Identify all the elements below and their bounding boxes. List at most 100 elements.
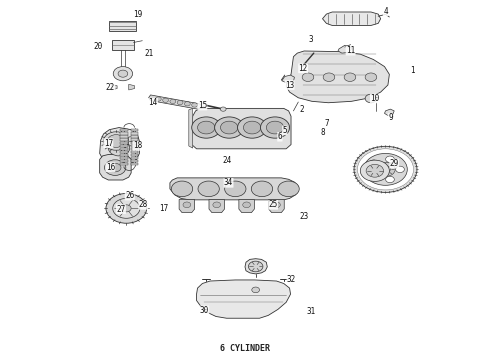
Circle shape xyxy=(381,166,391,173)
Circle shape xyxy=(251,181,272,197)
Polygon shape xyxy=(239,199,254,213)
Circle shape xyxy=(215,117,244,138)
Text: 12: 12 xyxy=(298,64,308,73)
Text: 26: 26 xyxy=(125,191,134,200)
Circle shape xyxy=(177,100,183,105)
Circle shape xyxy=(376,162,395,176)
Bar xyxy=(120,132,128,135)
Circle shape xyxy=(386,156,394,162)
Text: 5: 5 xyxy=(282,126,287,135)
Circle shape xyxy=(272,202,280,208)
Bar xyxy=(120,163,128,165)
Circle shape xyxy=(248,261,263,272)
Polygon shape xyxy=(322,12,381,26)
Text: 3: 3 xyxy=(308,36,313,45)
Circle shape xyxy=(198,181,220,197)
Circle shape xyxy=(113,198,140,218)
Text: 19: 19 xyxy=(133,10,142,19)
Bar xyxy=(120,139,128,141)
Text: 17: 17 xyxy=(104,139,113,148)
Circle shape xyxy=(155,97,161,101)
Circle shape xyxy=(106,193,147,223)
Polygon shape xyxy=(385,109,394,116)
Text: 13: 13 xyxy=(285,81,294,90)
Polygon shape xyxy=(112,40,134,50)
Circle shape xyxy=(170,99,176,104)
Circle shape xyxy=(369,172,378,179)
Polygon shape xyxy=(148,95,202,109)
Text: 18: 18 xyxy=(133,141,142,150)
Circle shape xyxy=(192,117,221,138)
Bar xyxy=(120,160,128,162)
Circle shape xyxy=(201,103,207,107)
Bar xyxy=(131,141,138,144)
Bar xyxy=(131,151,138,153)
Text: 32: 32 xyxy=(287,275,296,284)
Text: 4: 4 xyxy=(383,7,388,16)
Circle shape xyxy=(109,163,121,172)
Bar xyxy=(131,157,138,159)
Text: 15: 15 xyxy=(198,101,207,110)
Text: 10: 10 xyxy=(370,94,379,103)
Circle shape xyxy=(220,107,226,111)
Circle shape xyxy=(302,73,314,81)
Circle shape xyxy=(108,140,130,156)
Circle shape xyxy=(369,160,378,166)
Circle shape xyxy=(243,202,250,208)
Bar xyxy=(120,154,128,156)
Bar xyxy=(131,132,138,135)
Polygon shape xyxy=(192,108,291,149)
Text: 8: 8 xyxy=(320,128,325,137)
Polygon shape xyxy=(209,199,224,213)
Circle shape xyxy=(122,205,131,212)
Polygon shape xyxy=(111,84,117,90)
Polygon shape xyxy=(282,75,294,83)
Bar xyxy=(120,148,128,150)
Text: 28: 28 xyxy=(139,200,148,209)
Circle shape xyxy=(213,202,220,208)
Bar xyxy=(120,151,128,153)
Text: 25: 25 xyxy=(269,200,278,209)
Circle shape xyxy=(386,176,394,183)
Text: 14: 14 xyxy=(148,98,158,107)
Polygon shape xyxy=(109,21,137,31)
Circle shape xyxy=(183,202,191,208)
Text: 11: 11 xyxy=(346,46,355,55)
Polygon shape xyxy=(179,199,195,213)
Circle shape xyxy=(366,165,384,177)
Text: 29: 29 xyxy=(390,159,399,168)
Bar xyxy=(131,163,138,165)
Circle shape xyxy=(395,166,404,172)
Polygon shape xyxy=(189,108,193,148)
Circle shape xyxy=(364,153,407,185)
Circle shape xyxy=(261,117,290,138)
Circle shape xyxy=(267,121,284,134)
Circle shape xyxy=(360,160,390,181)
Circle shape xyxy=(103,132,129,150)
Polygon shape xyxy=(129,84,135,90)
Circle shape xyxy=(104,160,126,175)
Polygon shape xyxy=(99,127,139,167)
Polygon shape xyxy=(286,51,390,103)
Polygon shape xyxy=(170,178,298,200)
Text: 31: 31 xyxy=(306,307,316,316)
Bar xyxy=(131,139,138,141)
Bar xyxy=(131,154,138,156)
Circle shape xyxy=(220,121,238,134)
Circle shape xyxy=(365,73,377,81)
Text: 20: 20 xyxy=(93,42,102,51)
Polygon shape xyxy=(245,259,267,274)
Text: 6 CYLINDER: 6 CYLINDER xyxy=(220,344,270,353)
Text: 7: 7 xyxy=(324,119,329,128)
Circle shape xyxy=(107,135,125,147)
Polygon shape xyxy=(196,280,291,318)
Polygon shape xyxy=(338,45,352,53)
Circle shape xyxy=(357,149,414,190)
Text: 16: 16 xyxy=(106,163,115,172)
Text: 2: 2 xyxy=(300,105,304,114)
Text: 1: 1 xyxy=(410,66,415,75)
Polygon shape xyxy=(269,199,284,213)
Circle shape xyxy=(278,181,299,197)
Text: 22: 22 xyxy=(106,83,115,92)
Bar xyxy=(120,145,128,147)
